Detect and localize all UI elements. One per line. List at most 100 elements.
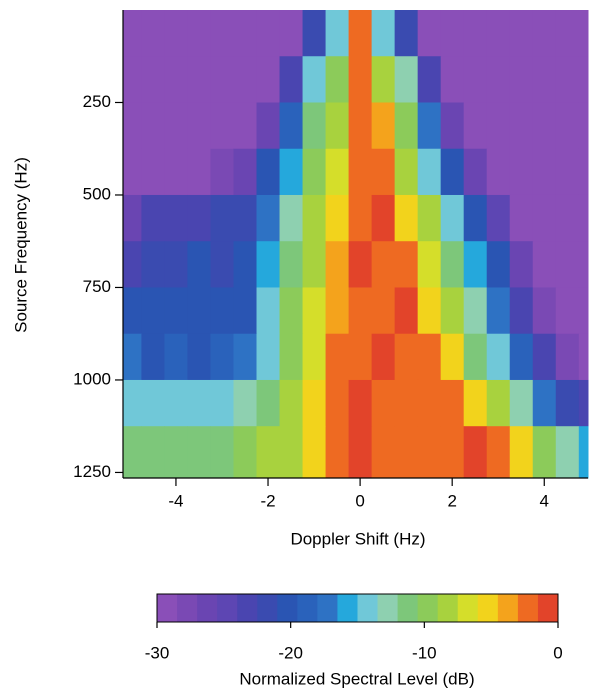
- colorbar-swatch: [397, 594, 419, 622]
- heatmap-cell: [123, 10, 142, 57]
- heatmap-cell: [371, 426, 396, 479]
- heatmap-cell: [509, 148, 534, 196]
- heatmap-cell: [187, 333, 211, 381]
- heatmap-cell: [210, 241, 234, 288]
- heatmap-cell: [532, 287, 557, 335]
- x-tick-label: -2: [260, 491, 275, 510]
- heatmap-cell: [463, 148, 488, 196]
- heatmap-cell: [141, 148, 165, 196]
- heatmap-cell: [532, 426, 557, 479]
- heatmap-cell: [123, 426, 142, 479]
- heatmap-cell: [141, 426, 165, 479]
- heatmap-cell: [371, 194, 396, 242]
- heatmap-cell: [555, 426, 580, 479]
- heatmap-cell: [302, 426, 327, 479]
- heatmap-cell: [394, 148, 419, 196]
- heatmap-cell: [210, 287, 234, 335]
- heatmap-cell: [371, 379, 396, 427]
- heatmap-cell: [394, 426, 419, 479]
- heatmap-cell: [555, 379, 580, 427]
- heatmap-cell: [578, 148, 589, 196]
- heatmap-cell: [233, 379, 258, 427]
- heatmap-cell: [233, 56, 258, 103]
- heatmap-cell: [486, 102, 511, 150]
- heatmap-cell: [578, 426, 589, 479]
- heatmap-cell: [164, 148, 188, 196]
- x-tick-label: -4: [168, 491, 183, 510]
- heatmap-cell: [279, 56, 304, 103]
- heatmap-cell: [371, 10, 396, 57]
- colorbar-tick-label: -20: [278, 643, 303, 662]
- heatmap-cell: [509, 287, 534, 335]
- heatmap-cell: [302, 102, 327, 150]
- heatmap-cell: [123, 379, 142, 427]
- heatmap-cell: [348, 426, 373, 479]
- heatmap-cell: [371, 241, 396, 288]
- colorbar-label: Normalized Spectral Level (dB): [239, 669, 474, 688]
- heatmap-cell: [532, 379, 557, 427]
- heatmap-cell: [325, 379, 350, 427]
- heatmap-cell: [279, 10, 304, 57]
- heatmap-cell: [394, 56, 419, 103]
- heatmap-cell: [417, 379, 442, 427]
- heatmap-cell: [486, 56, 511, 103]
- heatmap-cell: [463, 102, 488, 150]
- heatmap-cell: [233, 241, 258, 288]
- colorbar-tick-label: -30: [145, 643, 170, 662]
- heatmap-cell: [486, 10, 511, 57]
- colorbar-swatch: [497, 594, 519, 622]
- heatmap-cell: [164, 10, 188, 57]
- heatmap-cell: [371, 56, 396, 103]
- heatmap-cell: [302, 56, 327, 103]
- heatmap-cell: [302, 194, 327, 242]
- heatmap-cell: [302, 148, 327, 196]
- heatmap-cell: [463, 194, 488, 242]
- heatmap-cell: [210, 102, 234, 150]
- heatmap-cell: [123, 102, 142, 150]
- heatmap-cell: [440, 10, 465, 57]
- heatmap-cell: [440, 379, 465, 427]
- heatmap-cell: [325, 333, 350, 381]
- heatmap-cell: [141, 102, 165, 150]
- heatmap-cell: [486, 287, 511, 335]
- colorbar-swatch: [537, 594, 559, 622]
- heatmap-cell: [348, 148, 373, 196]
- heatmap-cell: [256, 426, 281, 479]
- heatmap-cell: [463, 333, 488, 381]
- heatmap-cell: [417, 10, 442, 57]
- heatmap-cell: [417, 333, 442, 381]
- colorbar-swatch: [337, 594, 358, 622]
- heatmap-cell: [578, 241, 589, 288]
- heatmap-cell: [164, 102, 188, 150]
- heatmap-cell: [509, 102, 534, 150]
- heatmap-cell: [532, 148, 557, 196]
- heatmap-cell: [279, 333, 304, 381]
- heatmap-cell: [187, 241, 211, 288]
- heatmap-cell: [187, 56, 211, 103]
- heatmap-cell: [348, 102, 373, 150]
- heatmap-cell: [417, 241, 442, 288]
- heatmap-cell: [509, 379, 534, 427]
- heatmap-cell: [486, 379, 511, 427]
- heatmap-cell: [256, 148, 281, 196]
- heatmap-cell: [578, 10, 589, 57]
- heatmap-cell: [486, 194, 511, 242]
- colorbar-swatch: [517, 594, 539, 622]
- heatmap-cell: [256, 102, 281, 150]
- colorbar-swatch: [177, 594, 198, 622]
- heatmap-cell: [187, 379, 211, 427]
- x-tick-label: 4: [540, 491, 549, 510]
- x-axis-label: Doppler Shift (Hz): [290, 529, 425, 548]
- heatmap-cell: [417, 194, 442, 242]
- heatmap-cell: [371, 333, 396, 381]
- heatmap-cell: [279, 102, 304, 150]
- heatmap-cell: [210, 194, 234, 242]
- heatmap-cell: [256, 10, 281, 57]
- heatmap-cell: [440, 102, 465, 150]
- heatmap-cell: [164, 194, 188, 242]
- heatmap-cell: [417, 56, 442, 103]
- heatmap-cell: [578, 333, 589, 381]
- heatmap-cell: [164, 379, 188, 427]
- heatmap-cell: [348, 241, 373, 288]
- colorbar-tick-label: 0: [553, 643, 562, 662]
